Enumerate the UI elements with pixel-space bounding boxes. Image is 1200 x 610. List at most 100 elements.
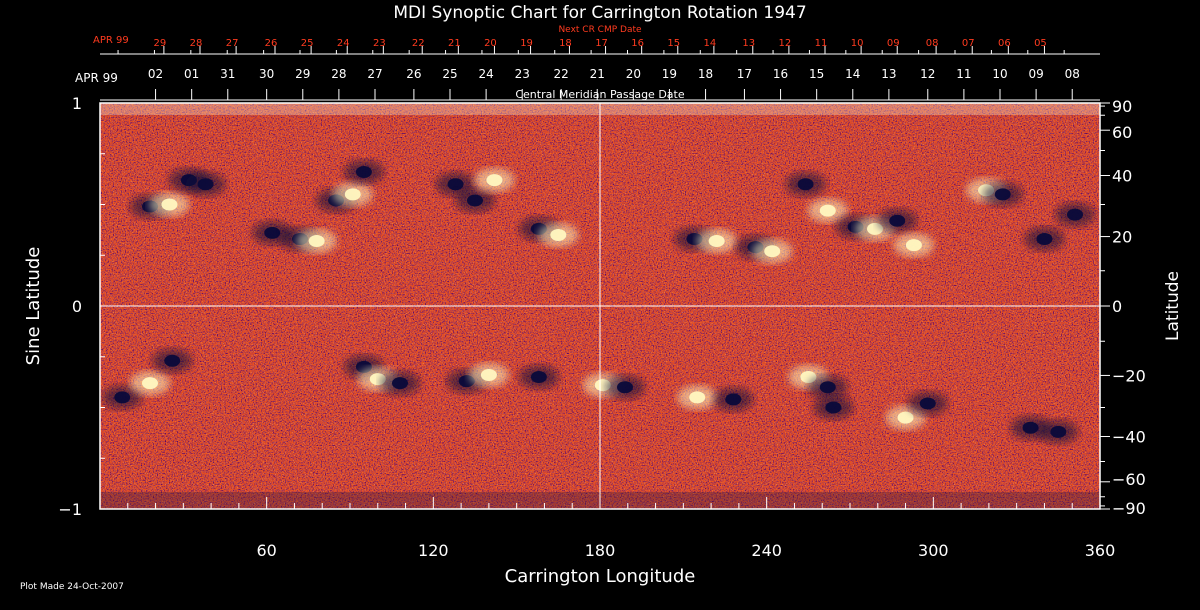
flux-feature-core <box>467 194 483 207</box>
cmp-axis-label: Central Meridian Passage Date <box>515 88 684 101</box>
flux-feature-negative <box>343 160 384 185</box>
cmp-month-label: APR 99 <box>75 71 118 85</box>
flux-feature-positive <box>130 371 170 396</box>
x-tick-label: 300 <box>918 541 949 560</box>
next-cr-date-label: 24 <box>337 38 350 49</box>
cmp-date-label: 26 <box>406 67 421 81</box>
cmp-date-label: 27 <box>367 67 382 81</box>
flux-feature-negative <box>605 375 645 400</box>
flux-feature-core <box>197 178 214 191</box>
flux-feature-positive <box>149 192 190 217</box>
flux-feature-core <box>897 411 914 424</box>
flux-feature-core <box>142 377 158 390</box>
flux-feature-positive <box>677 385 718 410</box>
cmp-date-label: 01 <box>184 67 199 81</box>
flux-feature-core <box>1050 425 1067 438</box>
next-cr-date-label: 11 <box>815 38 828 49</box>
flux-feature-core <box>530 371 547 384</box>
y-right-tick-label: −40 <box>1112 427 1146 446</box>
y-right-tick-label: −60 <box>1112 470 1146 489</box>
flux-feature-core <box>355 166 372 179</box>
next-cr-date-label: 28 <box>190 38 203 49</box>
cmp-date-label: 31 <box>220 67 235 81</box>
next-cr-date-label: 14 <box>704 38 717 49</box>
next-cr-month-label: APR 99 <box>93 35 129 46</box>
next-cr-date-label: 20 <box>484 38 497 49</box>
flux-feature-positive <box>893 233 934 258</box>
flux-feature-positive <box>474 168 515 193</box>
next-cr-date-label: 29 <box>154 38 167 49</box>
flux-feature-core <box>889 214 906 227</box>
x-axis: 60 120 180 240 300 360 <box>127 497 1116 560</box>
x-tick-label: 180 <box>585 541 616 560</box>
cmp-date-label: 12 <box>920 67 935 81</box>
flux-feature-negative <box>1055 202 1095 227</box>
next-cr-date-label: 05 <box>1034 38 1047 49</box>
cmp-date-label: 15 <box>809 67 824 81</box>
cmp-date-label: 25 <box>442 67 457 81</box>
cmp-date-label: 30 <box>259 67 274 81</box>
flux-feature-core <box>708 235 725 248</box>
y-right-tick-label: −20 <box>1112 366 1146 385</box>
cmp-date-label: 17 <box>737 67 752 81</box>
y-left-tick-label: −1 <box>58 500 82 519</box>
flux-feature-negative <box>380 371 420 396</box>
next-cr-date-label: 06 <box>998 38 1011 49</box>
flux-feature-core <box>617 381 633 394</box>
flux-feature-negative <box>877 208 918 233</box>
cmp-date-label: 16 <box>773 67 788 81</box>
flux-feature-negative <box>907 391 948 416</box>
flux-feature-core <box>264 226 281 239</box>
flux-feature-core <box>994 188 1011 201</box>
y-right-tick-label: −90 <box>1112 499 1146 518</box>
y-right-tick-label: 0 <box>1112 297 1122 316</box>
next-cr-date-label: 23 <box>373 38 386 49</box>
flux-feature-positive <box>332 182 373 207</box>
next-cr-date-label: 25 <box>301 38 314 49</box>
flux-feature-core <box>764 245 781 258</box>
flux-feature-negative <box>518 365 559 390</box>
flux-feature-core <box>550 228 567 241</box>
y-axis-right-label: Latitude <box>1163 271 1183 341</box>
flux-feature-negative <box>807 375 848 400</box>
cmp-date-label: 24 <box>478 67 493 81</box>
next-cr-date-label: 17 <box>595 38 608 49</box>
next-cr-cmp-axis: Next CR CMP Date APR 99 29 28 27 26 25 24 23 22… <box>93 25 1100 55</box>
next-cr-date-label: 26 <box>265 38 278 49</box>
next-cr-cmp-label: Next CR CMP Date <box>558 25 642 35</box>
x-axis-label: Carrington Longitude <box>505 566 696 587</box>
flux-feature-core <box>161 198 178 211</box>
next-cr-date-label: 15 <box>667 38 680 49</box>
cmp-date-label: 08 <box>1065 67 1080 81</box>
plot-made-note: Plot Made 24-Oct-2007 <box>20 582 124 592</box>
chart-title: MDI Synoptic Chart for Carrington Rotati… <box>393 3 806 23</box>
cmp-date-label: 18 <box>698 67 713 81</box>
flux-feature-core <box>819 204 836 217</box>
flux-feature-core <box>447 178 464 191</box>
flux-feature-core <box>867 222 883 235</box>
x-tick-label: 60 <box>256 541 276 560</box>
flux-feature-negative <box>1038 419 1079 444</box>
cmp-date-label: 20 <box>626 67 641 81</box>
flux-feature-core <box>114 391 131 404</box>
x-tick-label: 240 <box>751 541 782 560</box>
y-right-tick-label: 60 <box>1112 123 1132 142</box>
next-cr-date-label: 07 <box>962 38 975 49</box>
flux-feature-positive <box>538 222 579 247</box>
next-cr-date-label: 12 <box>779 38 792 49</box>
flux-features <box>102 160 1095 444</box>
cmp-date-label: 10 <box>992 67 1007 81</box>
flux-feature-core <box>1067 208 1083 221</box>
cmp-date-label: 23 <box>515 67 530 81</box>
flux-feature-negative <box>813 395 854 420</box>
flux-feature-core <box>819 381 836 394</box>
flux-feature-positive <box>468 363 509 388</box>
next-cr-date-label: 16 <box>631 38 644 49</box>
x-tick-label: 360 <box>1085 541 1116 560</box>
y-right-tick-label: 40 <box>1112 167 1132 186</box>
flux-feature-core <box>164 354 181 367</box>
flux-feature-core <box>797 178 814 191</box>
flux-feature-negative <box>152 348 193 373</box>
grid-lines <box>100 103 1100 509</box>
